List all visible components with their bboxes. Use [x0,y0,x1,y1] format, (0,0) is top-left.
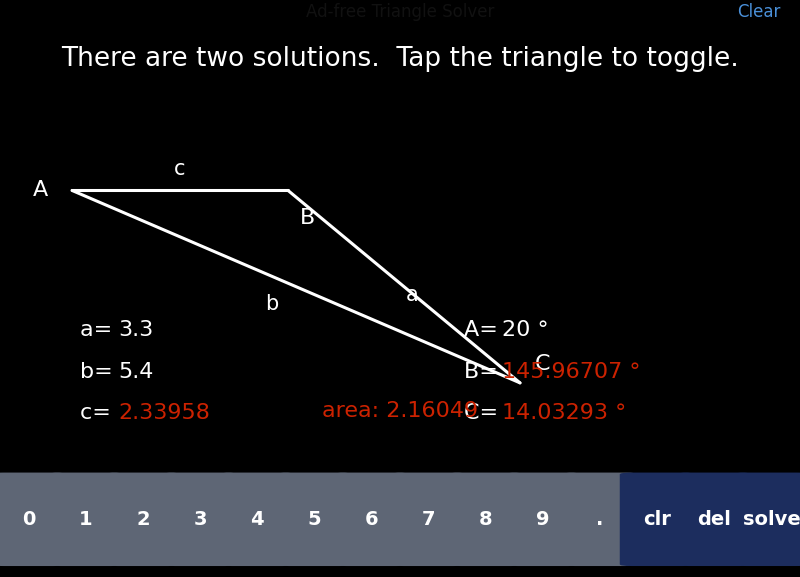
Text: Ad-free Triangle Solver: Ad-free Triangle Solver [306,3,494,21]
FancyBboxPatch shape [162,473,238,566]
Text: 5: 5 [307,510,321,529]
Text: 145.96707 °: 145.96707 ° [502,362,641,382]
Text: 0: 0 [22,510,35,529]
FancyBboxPatch shape [391,473,466,566]
FancyBboxPatch shape [334,473,409,566]
FancyBboxPatch shape [562,473,638,566]
FancyBboxPatch shape [277,473,352,566]
Text: b=: b= [80,362,120,382]
FancyBboxPatch shape [106,473,180,566]
Text: Clear: Clear [737,3,780,21]
Text: 8: 8 [479,510,493,529]
Text: c=: c= [80,403,118,424]
Text: clr: clr [643,510,671,529]
FancyBboxPatch shape [506,473,580,566]
Text: a: a [406,286,418,305]
Text: 4: 4 [250,510,264,529]
FancyBboxPatch shape [734,473,800,566]
Text: a=: a= [80,320,119,340]
FancyBboxPatch shape [677,473,752,566]
FancyBboxPatch shape [0,473,66,566]
FancyBboxPatch shape [620,473,694,566]
Text: area: 2.16049: area: 2.16049 [322,401,478,421]
Text: del: del [698,510,731,529]
Text: 9: 9 [536,510,550,529]
Text: B: B [300,208,315,228]
Text: solve: solve [742,510,800,529]
Text: A: A [33,181,48,200]
Text: 14.03293 °: 14.03293 ° [502,403,626,424]
Text: 3.3: 3.3 [118,320,154,340]
Text: 3: 3 [194,510,206,529]
Text: 7: 7 [422,510,435,529]
Text: c: c [174,159,186,178]
Text: B=: B= [464,362,505,382]
FancyBboxPatch shape [220,473,294,566]
Text: A=: A= [464,320,505,340]
Text: 20 °: 20 ° [502,320,549,340]
Text: 5.4: 5.4 [118,362,154,382]
Text: 1: 1 [79,510,93,529]
FancyBboxPatch shape [48,473,123,566]
Text: There are two solutions.  Tap the triangle to toggle.: There are two solutions. Tap the triangl… [61,46,739,72]
Text: .: . [596,510,604,529]
Text: C=: C= [464,403,506,424]
Text: 6: 6 [365,510,378,529]
Text: 2.33958: 2.33958 [118,403,210,424]
Text: C: C [534,354,550,374]
Text: b: b [266,294,278,314]
FancyBboxPatch shape [448,473,523,566]
Text: 2: 2 [136,510,150,529]
